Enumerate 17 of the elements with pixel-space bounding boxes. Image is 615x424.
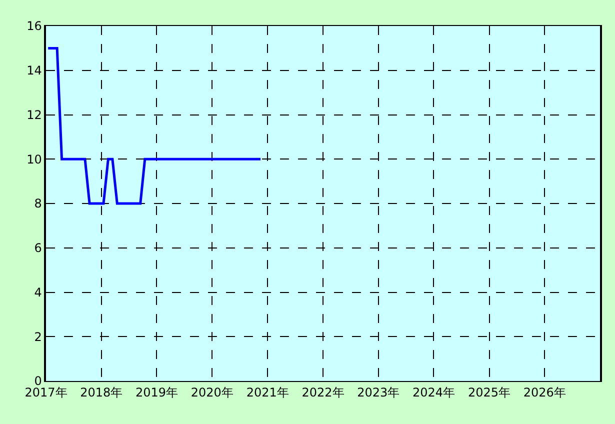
x-tick-label: 2018年 (80, 385, 123, 400)
y-tick-label: 4 (34, 285, 42, 300)
x-tick-label: 2026年 (523, 385, 566, 400)
y-tick-label: 2 (34, 330, 42, 344)
y-tick-label: 6 (34, 241, 42, 256)
x-tick-label: 2022年 (302, 385, 344, 400)
x-tick-label: 2021年 (246, 385, 289, 400)
x-tick-label: 2020年 (190, 385, 234, 400)
x-tick-label: 2025年 (468, 385, 511, 400)
x-tick-label: 2019年 (135, 385, 178, 400)
x-tick-label: 2024年 (412, 385, 456, 400)
y-tick-label: 10 (26, 152, 42, 166)
y-tick-label: 16 (26, 19, 42, 34)
y-tick-label: 12 (26, 108, 42, 122)
y-tick-label: 14 (26, 64, 42, 78)
x-tick-label: 2023年 (357, 385, 400, 400)
y-tick-label: 8 (34, 196, 42, 211)
